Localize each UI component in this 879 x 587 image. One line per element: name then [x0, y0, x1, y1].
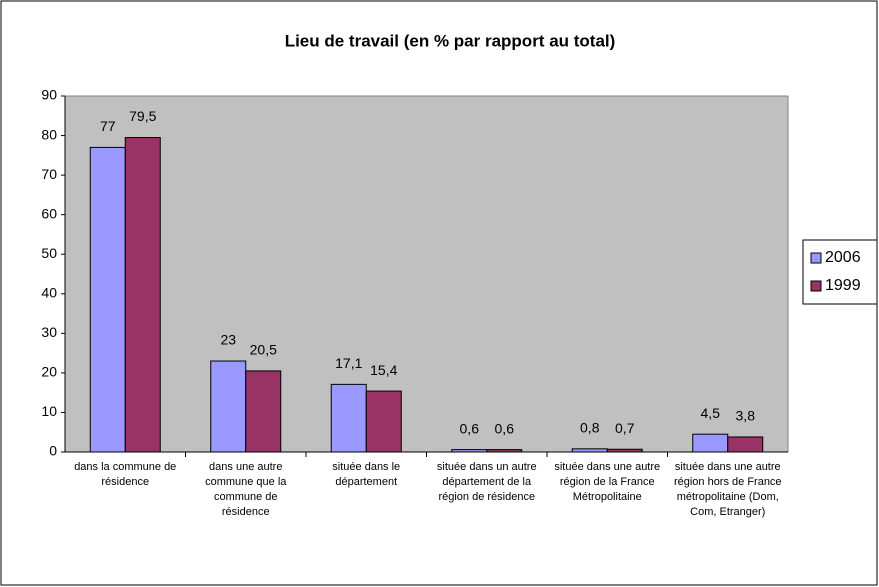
y-tick-label: 0	[49, 443, 57, 459]
bar	[365, 390, 402, 453]
legend-label: 1999	[825, 277, 861, 294]
bar	[210, 360, 247, 453]
legend-label: 2006	[825, 249, 861, 266]
data-label: 79,5	[129, 108, 156, 124]
x-tick-label: dans une autre commune que la commune de…	[205, 461, 287, 518]
bar	[692, 433, 729, 453]
plot-area	[64, 95, 789, 453]
legend-swatch	[810, 252, 822, 264]
bar	[571, 448, 608, 453]
y-tick-label: 30	[41, 324, 57, 340]
x-tick-label: située dans une autre région hors de Fra…	[673, 461, 782, 518]
data-label: 15,4	[370, 362, 397, 378]
x-tick-label: située dans un autre département de la r…	[436, 461, 537, 503]
y-tick-label: 80	[41, 126, 57, 142]
data-label: 4,5	[701, 405, 721, 421]
bar	[606, 448, 643, 453]
data-label: 77	[100, 118, 116, 134]
bar	[486, 449, 523, 453]
data-label: 17,1	[335, 355, 362, 371]
data-label: 20,5	[250, 342, 277, 358]
legend-box	[802, 239, 878, 305]
x-tick-label: située dans une autre région de la Franc…	[554, 461, 661, 503]
y-tick-label: 10	[41, 403, 57, 419]
bar	[451, 449, 488, 453]
y-tick-label: 20	[41, 364, 57, 380]
data-label: 0,6	[460, 420, 480, 436]
y-tick-label: 40	[41, 284, 57, 300]
data-label: 0,7	[615, 420, 635, 436]
y-tick-label: 70	[41, 166, 57, 182]
data-label: 0,6	[495, 420, 515, 436]
bar	[245, 370, 282, 453]
data-label: 23	[220, 332, 236, 348]
bar	[727, 436, 764, 453]
y-tick-label: 90	[41, 87, 57, 103]
data-label: 0,8	[580, 420, 600, 436]
legend-swatch	[810, 280, 822, 292]
chart-title: Lieu de travail (en % par rapport au tot…	[285, 31, 616, 50]
data-label: 3,8	[736, 408, 756, 424]
x-tick-label: située dans le département	[332, 461, 401, 488]
x-tick-label: dans la commune de résidence	[74, 461, 177, 488]
y-tick-label: 50	[41, 245, 57, 261]
bar	[89, 146, 126, 453]
bar	[124, 137, 161, 453]
bar	[330, 383, 367, 453]
y-tick-label: 60	[41, 205, 57, 221]
